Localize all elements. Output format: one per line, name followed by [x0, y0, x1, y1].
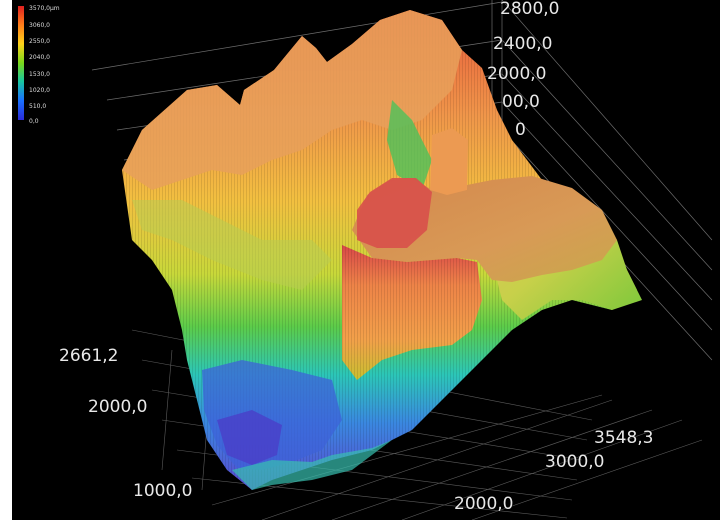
legend-tick-label: 1530,0	[29, 71, 50, 78]
y-axis-tick-label: 2000,0	[88, 397, 148, 417]
legend-tick-label: 3060,0	[29, 22, 50, 29]
y-axis-tick-label: 2661,2	[59, 346, 119, 366]
surface-scene[interactable]	[12, 0, 720, 520]
z-axis-tick-label: 00,0	[502, 92, 540, 112]
height-color-legend: 3570,0µm 3060,0 2550,0 2040,0 1530,0 102…	[16, 4, 76, 125]
z-axis-tick-label: 0	[515, 120, 526, 140]
z-axis-tick-label: 2800,0	[500, 0, 560, 19]
legend-tick-label: 2550,0	[29, 38, 50, 45]
legend-color-bar	[18, 6, 24, 120]
z-axis-tick-label: 2400,0	[493, 34, 553, 54]
central-pillar	[342, 128, 617, 380]
x-axis-tick-label: 2000,0	[454, 494, 514, 514]
y-axis-tick-label: 1000,0	[133, 481, 193, 501]
3d-viewport[interactable]: 2800,0 2400,0 2000,0 00,0 0 2661,2 2000,…	[12, 0, 720, 520]
legend-tick-label: 0,0	[29, 118, 39, 125]
z-axis-tick-label: 2000,0	[487, 64, 547, 84]
legend-tick-label: 2040,0	[29, 54, 50, 61]
x-axis-tick-label: 3548,3	[594, 428, 654, 448]
legend-tick-label: 510,0	[29, 103, 47, 110]
legend-tick-label: 3570,0µm	[29, 5, 60, 12]
legend-tick-label: 1020,0	[29, 87, 50, 94]
x-axis-tick-label: 3000,0	[545, 452, 605, 472]
